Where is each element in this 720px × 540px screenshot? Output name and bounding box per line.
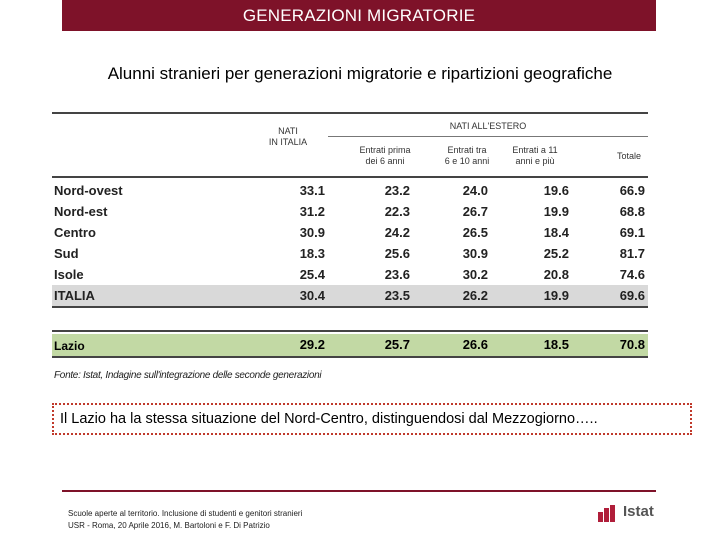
cell-value: 18.4: [543, 225, 569, 240]
comment-box: Il Lazio ha la stessa situazione del Nor…: [52, 403, 692, 435]
header-col-2: Entrati tra 6 e 10 anni: [444, 145, 490, 166]
cell-value: 26.2: [462, 288, 488, 303]
cell-value: 19.9: [543, 288, 569, 303]
cell-value: 70.8: [619, 337, 645, 352]
cell-value: 24.0: [462, 183, 488, 198]
cell-value: 23.5: [384, 288, 410, 303]
table-row: Isole 25.4 23.6 30.2 20.8 74.6: [52, 264, 648, 285]
header-col-total: Totale: [616, 151, 642, 161]
header-native: NATI IN ITALIA: [268, 126, 308, 147]
cell-value: 23.2: [384, 183, 410, 198]
cell-value: 69.6: [619, 288, 645, 303]
page-title: GENERAZIONI MIGRATORIE: [62, 0, 656, 31]
cell-value: 20.8: [543, 267, 569, 282]
cell-value: 31.2: [299, 204, 325, 219]
row-label: ITALIA: [54, 288, 95, 303]
row-label: Nord-ovest: [54, 183, 123, 198]
footer-credits: Scuole aperte al territorio. Inclusione …: [68, 509, 303, 530]
logo-text: Istat: [623, 503, 654, 520]
cell-value: 68.8: [619, 204, 645, 219]
cell-value: 30.4: [299, 288, 325, 303]
cell-value: 25.7: [384, 337, 410, 352]
cell-value: 74.6: [619, 267, 645, 282]
cell-value: 25.4: [299, 267, 325, 282]
cell-value: 19.9: [543, 204, 569, 219]
header-bottom-rule: [52, 176, 648, 178]
header-abroad-rule: [328, 136, 648, 137]
cell-value: 23.6: [384, 267, 410, 282]
table-top-rule: [52, 112, 648, 114]
cell-value: 26.5: [462, 225, 488, 240]
header-col-3: Entrati a 11 anni e più: [512, 145, 558, 166]
footer-divider: [62, 490, 656, 492]
cell-value: 33.1: [299, 183, 325, 198]
cell-value: 18.3: [299, 246, 325, 261]
header-abroad: NATI ALL'ESTERO: [449, 121, 527, 131]
cell-value: 66.9: [619, 183, 645, 198]
table-row-italia: ITALIA 30.4 23.5 26.2 19.9 69.6: [52, 285, 648, 306]
header-col-1: Entrati prima dei 6 anni: [359, 145, 411, 166]
table-row: Centro 30.9 24.2 26.5 18.4 69.1: [52, 222, 648, 243]
row-label: Centro: [54, 225, 96, 240]
table-title: Alunni stranieri per generazioni migrato…: [107, 64, 613, 83]
cell-value: 25.2: [543, 246, 569, 261]
row-label: Isole: [54, 267, 84, 282]
table-row-lazio: Lazio 29.2 25.7 26.6 18.5 70.8: [52, 334, 648, 356]
cell-value: 19.6: [543, 183, 569, 198]
table-row: Nord-est 31.2 22.3 26.7 19.9 68.8: [52, 201, 648, 222]
cell-value: 22.3: [384, 204, 410, 219]
row-label: Nord-est: [54, 204, 108, 219]
cell-value: 30.9: [462, 246, 488, 261]
cell-value: 29.2: [299, 337, 325, 352]
cell-value: 30.9: [299, 225, 325, 240]
lazio-top-rule: [52, 330, 648, 332]
row-label: Lazio: [54, 339, 85, 353]
cell-value: 18.5: [543, 337, 569, 352]
row-label: Sud: [54, 246, 79, 261]
cell-value: 69.1: [619, 225, 645, 240]
table-row: Sud 18.3 25.6 30.9 25.2 81.7: [52, 243, 648, 264]
cell-value: 81.7: [619, 246, 645, 261]
cell-value: 25.6: [384, 246, 410, 261]
source-note: Fonte: Istat, Indagine sull'integrazione…: [54, 370, 322, 381]
table-bottom-rule: [52, 306, 648, 308]
cell-value: 30.2: [462, 267, 488, 282]
cell-value: 26.6: [462, 337, 488, 352]
istat-bars-icon: [598, 505, 620, 522]
istat-logo: Istat: [598, 502, 658, 524]
cell-value: 24.2: [384, 225, 410, 240]
lazio-bottom-rule: [52, 356, 648, 358]
table-row: Nord-ovest 33.1 23.2 24.0 19.6 66.9: [52, 180, 648, 201]
cell-value: 26.7: [462, 204, 488, 219]
